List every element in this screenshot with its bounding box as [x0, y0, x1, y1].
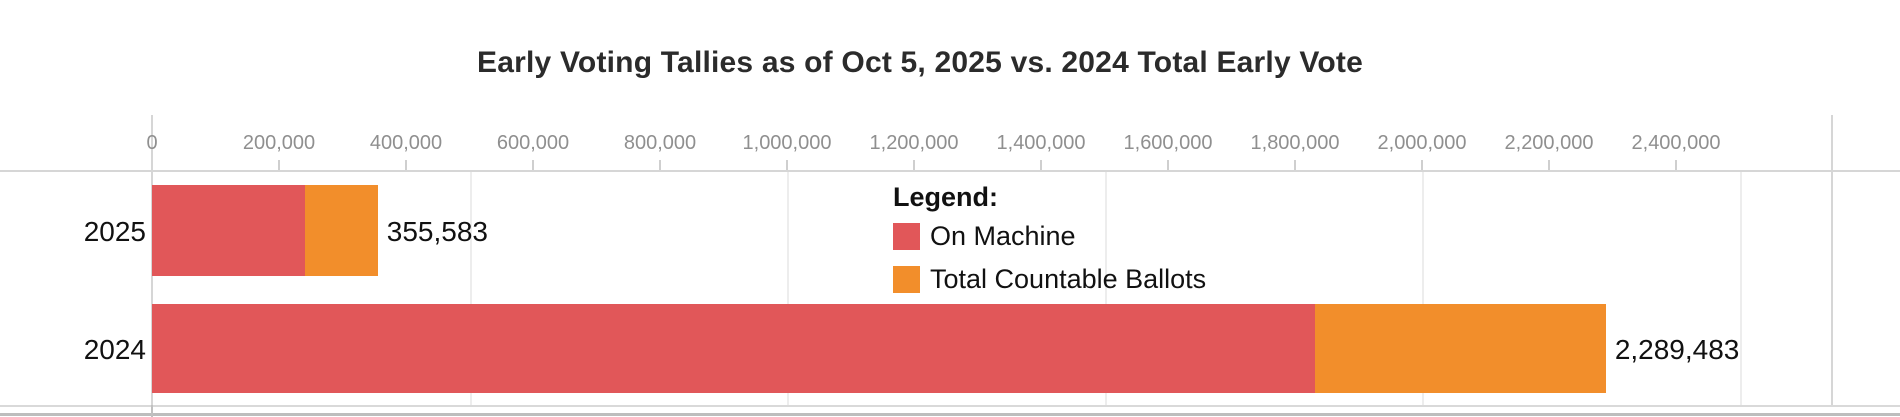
bar-segment-on-machine[interactable]	[152, 304, 1315, 393]
gridline	[1104, 172, 1107, 405]
x-axis-tick-label: 1,600,000	[1123, 132, 1213, 154]
x-axis-tick-label: 2,000,000	[1377, 132, 1467, 154]
legend-items: On Machine Total Countable Ballots	[893, 221, 1206, 295]
bottom-axis-stub	[151, 405, 153, 417]
x-axis-tick-label: 600,000	[496, 132, 570, 154]
x-axis-tick-mark	[405, 160, 407, 170]
axis-baseline	[0, 170, 1900, 172]
legend: Legend: On Machine Total Countable Ballot…	[893, 182, 1206, 307]
bar-segment-total-countable-ballots[interactable]	[1314, 304, 1606, 393]
x-axis-tick-mark	[1421, 160, 1423, 170]
row-divider-bottom	[0, 405, 1900, 407]
x-axis-tick-label: 1,000,000	[742, 132, 832, 154]
category-label: 2025	[83, 215, 146, 247]
x-axis-tick-mark	[1294, 160, 1296, 170]
legend-label: On Machine	[930, 221, 1076, 251]
x-axis-tick-label: 1,200,000	[869, 132, 959, 154]
gridline	[787, 172, 789, 405]
x-axis-tick-mark	[278, 160, 280, 170]
bar-segment-total-countable-ballots[interactable]	[305, 185, 378, 276]
x-axis-tick-mark	[659, 160, 661, 170]
x-axis-tick-label: 200,000	[242, 132, 316, 154]
x-axis-tick-label: 0	[146, 132, 158, 154]
bottom-rule	[0, 413, 1900, 416]
x-axis-tick-mark	[532, 160, 534, 170]
x-axis-tick-mark	[1167, 160, 1169, 170]
legend-swatch-total-countable-ballots	[893, 266, 920, 293]
gridline	[1422, 172, 1424, 405]
x-axis-tick-mark	[786, 160, 788, 170]
legend-label: Total Countable Ballots	[930, 264, 1207, 294]
gridline	[1739, 172, 1742, 405]
gridline	[469, 172, 472, 405]
x-axis-tick-label: 400,000	[369, 132, 443, 154]
x-axis-tick-label: 2,200,000	[1504, 132, 1594, 154]
x-axis-tick-label: 2,400,000	[1631, 132, 1721, 154]
x-axis-tick-label: 1,400,000	[996, 132, 1086, 154]
legend-item: On Machine	[893, 221, 1206, 252]
x-axis-tick-mark	[1548, 160, 1550, 170]
x-axis-tick-label: 1,800,000	[1250, 132, 1340, 154]
legend-heading: Legend:	[893, 182, 998, 212]
x-axis-tick-mark	[1040, 160, 1042, 170]
legend-item: Total Countable Ballots	[893, 264, 1206, 295]
bar-total-label: 2,289,483	[1614, 333, 1740, 365]
bar-segment-on-machine[interactable]	[152, 185, 306, 276]
x-axis-tick-mark	[913, 160, 915, 170]
chart-title: Early Voting Tallies as of Oct 5, 2025 v…	[477, 46, 1363, 79]
legend-swatch-on-machine	[893, 223, 920, 250]
category-label: 2024	[83, 333, 146, 365]
plot-right-border	[1831, 115, 1833, 405]
bar-total-label: 355,583	[386, 215, 488, 247]
x-axis-tick-label: 800,000	[623, 132, 697, 154]
x-axis-tick-mark	[1675, 160, 1677, 170]
